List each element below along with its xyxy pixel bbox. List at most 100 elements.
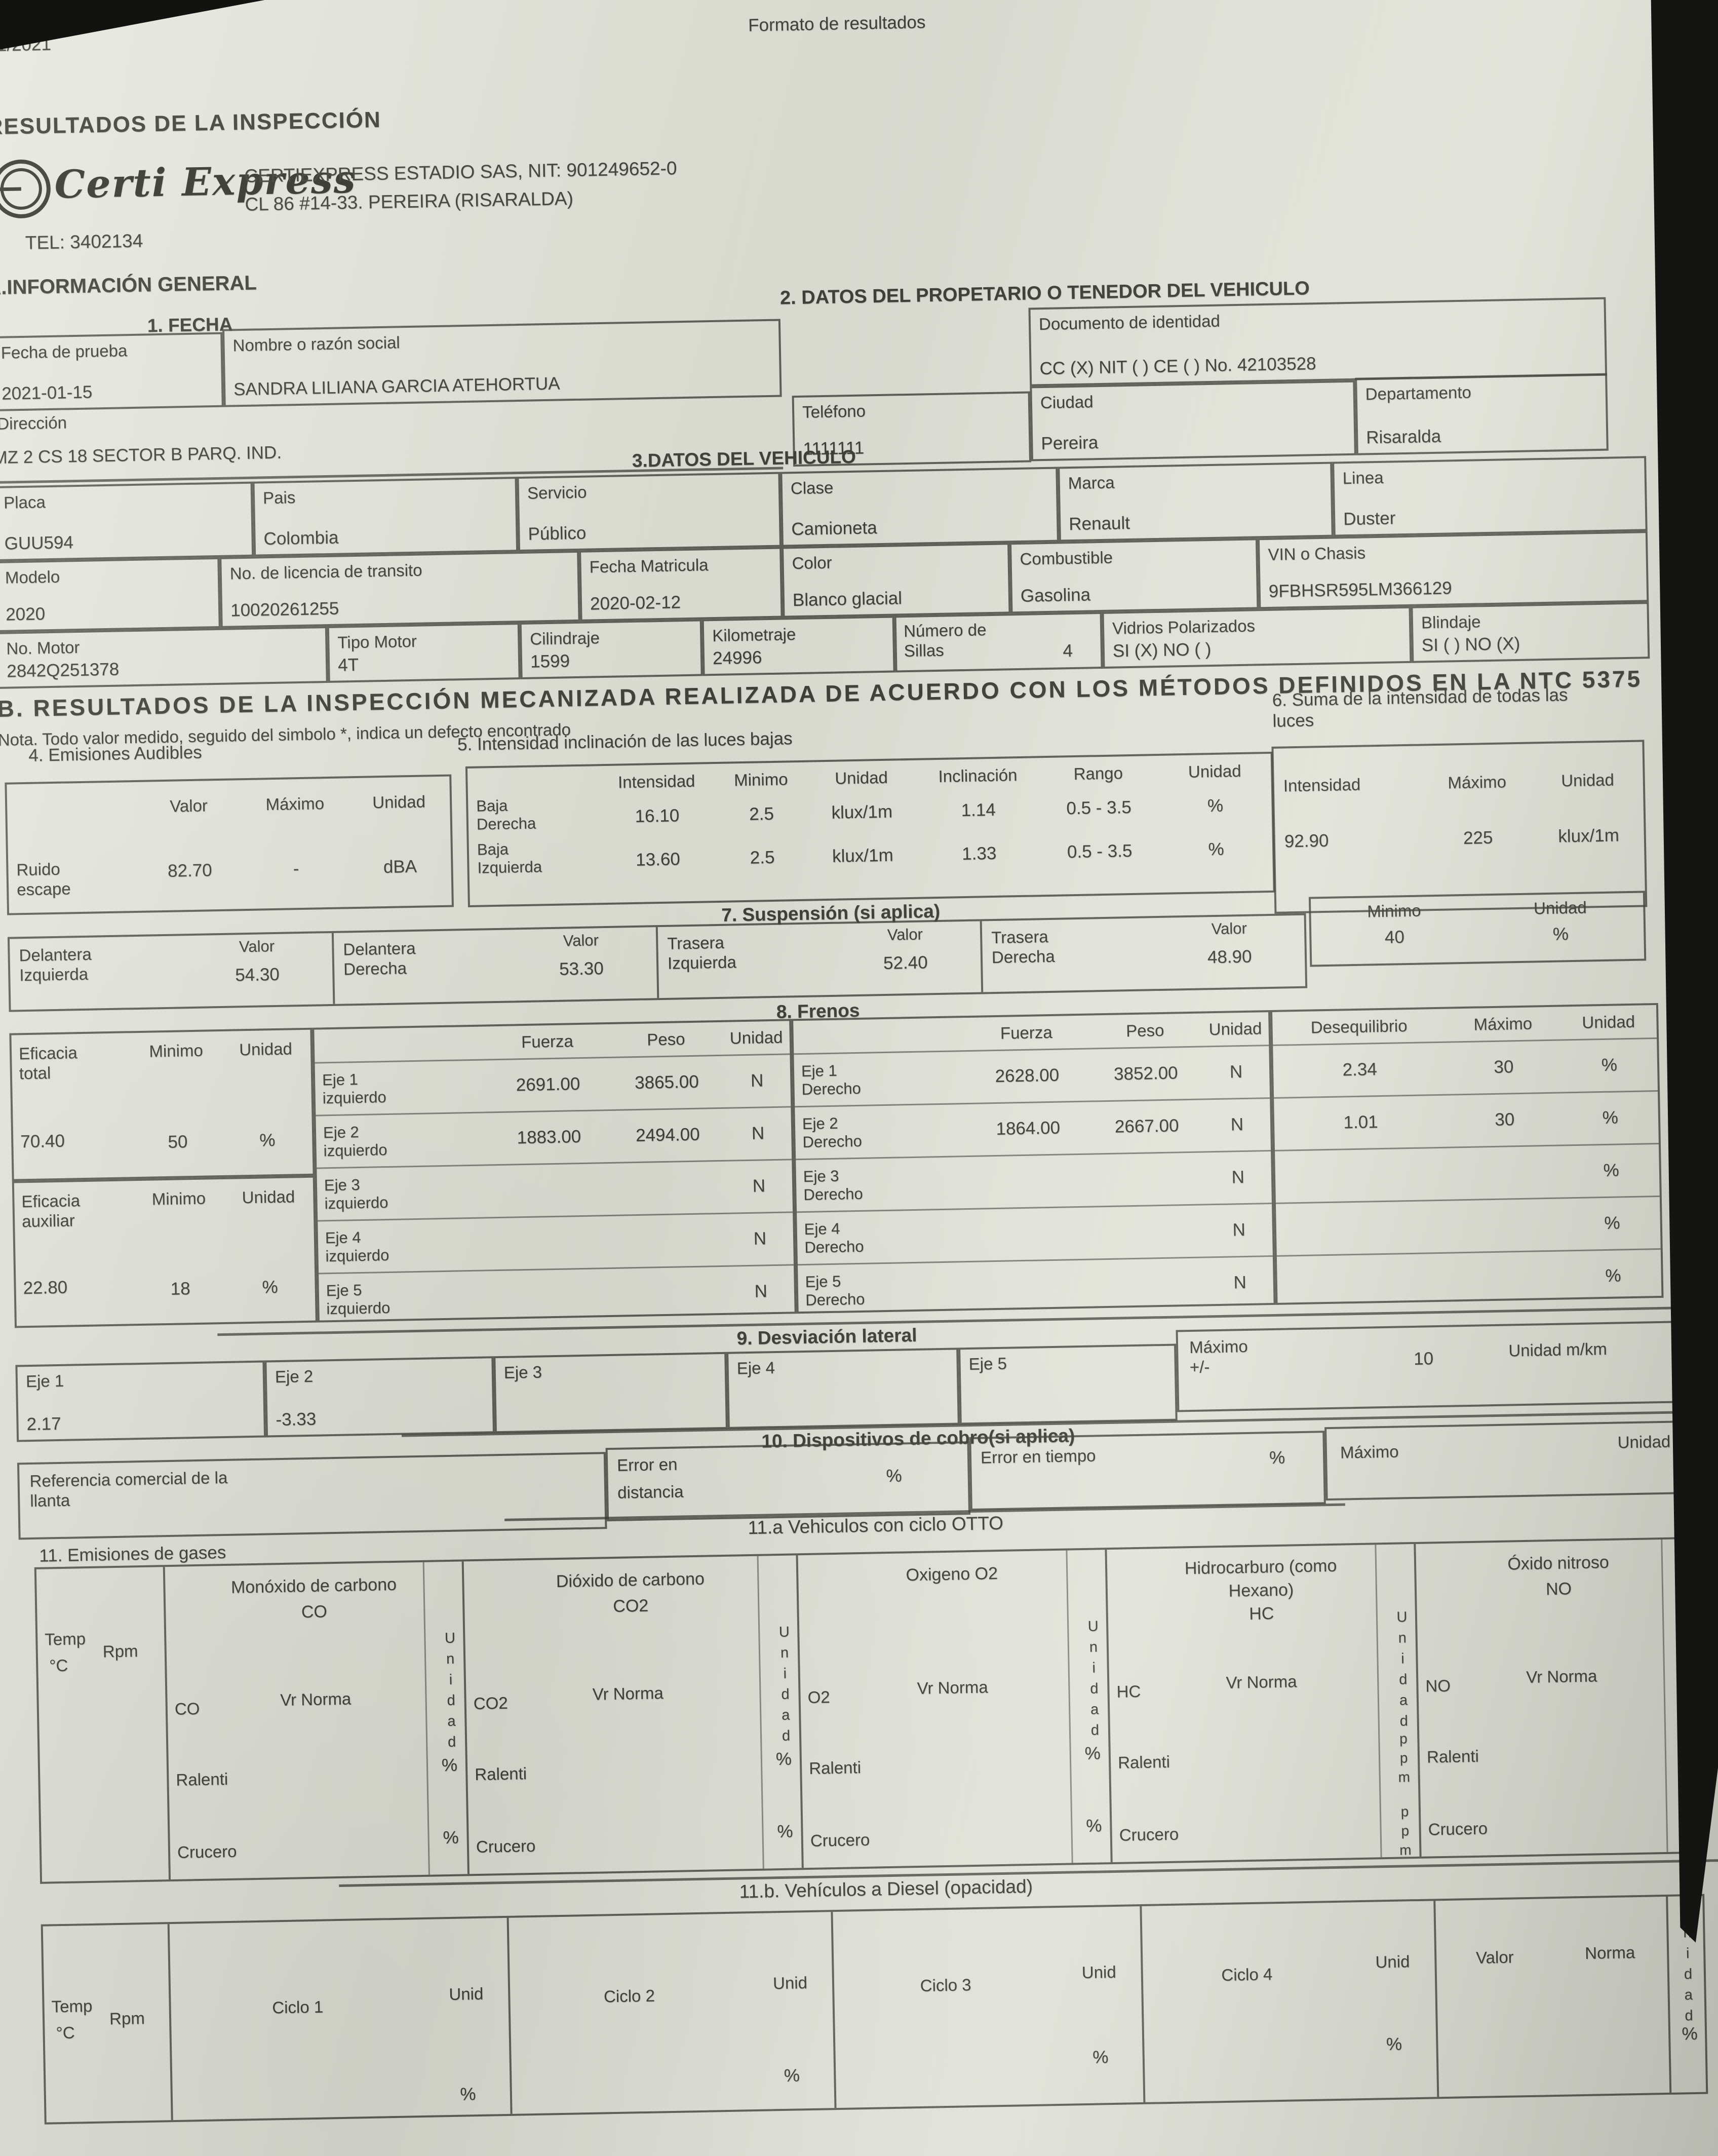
- eje2-der-peso: 2667.00: [1114, 1115, 1179, 1137]
- trasera-der-label-1: Trasera: [991, 927, 1049, 947]
- eje4-izq-peso: [613, 1240, 727, 1242]
- luces-table: Intensidad Minimo Unidad Inclinación Ran…: [465, 751, 1275, 908]
- nombre-value: SANDRA LILIANA GARCIA ATEHORTUA: [233, 373, 560, 400]
- baja-izquierda-rango: 0.5 - 3.5: [1067, 840, 1133, 862]
- pais-value: Colombia: [263, 527, 339, 549]
- delantera-der-label-1: Delantera: [343, 938, 416, 959]
- eje1-der-label-2: Derecho: [801, 1079, 862, 1098]
- section-11b-title: 11.b. Vehículos a Diesel (opacidad): [739, 1875, 1033, 1902]
- baja-derecha-pct: %: [1207, 795, 1224, 816]
- sillas-value: 4: [1063, 641, 1073, 661]
- linea-label: Linea: [1342, 468, 1384, 488]
- placa-label: Placa: [3, 492, 46, 512]
- co-vr-norma-label: Vr Norma: [280, 1689, 352, 1710]
- eje3-izq-label-1: Eje 3: [324, 1175, 360, 1194]
- error-tiempo-label: Error en tiempo: [980, 1446, 1096, 1467]
- diesel-valor-header: Valor: [1475, 1947, 1514, 1967]
- departamento-value: Risaralda: [1365, 426, 1441, 448]
- eje3-izq-unidad: N: [752, 1176, 766, 1197]
- unid2-pct: %: [784, 2065, 800, 2086]
- luces-inclinacion-header: Inclinación: [938, 765, 1018, 786]
- eficacia-total-table: Eficacia total 70.40 Minimo 50 Unidad%: [9, 1027, 315, 1181]
- ruido-label-2: escape: [16, 879, 71, 899]
- suspension-group: Delantera Izquierda Valor 54.30: [10, 933, 333, 1010]
- error-distancia-label-2: distancia: [617, 1482, 684, 1502]
- deseq-4-valor: [1276, 1226, 1449, 1229]
- eje3-der-label-2: Derecho: [803, 1184, 863, 1204]
- eje1-der-fuerza: 2628.00: [995, 1065, 1060, 1087]
- servicio-cell: Servicio Público: [517, 472, 782, 552]
- luces-rango-header: Rango: [1073, 763, 1123, 784]
- o2-ralenti-label: Ralenti: [808, 1758, 862, 1778]
- section-4-title: 4. Emisiones Audibles: [28, 742, 203, 765]
- valor-header: Valor: [239, 937, 275, 956]
- desv-maximo-label-1: Máximo: [1189, 1336, 1248, 1357]
- o2-unidad-vertical: Unidad: [1084, 1618, 1104, 1743]
- eficacia-total-unidad-header: Unidad: [239, 1039, 293, 1059]
- eje2-der-fuerza: 1864.00: [996, 1118, 1061, 1139]
- unid1-label: Unid: [449, 1984, 484, 2004]
- desv-eje4-valor: [738, 1418, 950, 1422]
- baja-derecha-label-1: Baja: [476, 796, 508, 815]
- baja-derecha-intensidad: 16.10: [635, 805, 680, 826]
- suma-maximo-value: 225: [1463, 827, 1493, 848]
- eficacia-total-minimo-header: Minimo: [149, 1041, 204, 1061]
- gas-group-hc: Hidrocarburo (como Hexano) HC HC Vr Norma …: [1105, 1544, 1420, 1863]
- eje4-izq-fuerza: [489, 1242, 613, 1244]
- luces-unidad2-header: Unidad: [1188, 761, 1241, 781]
- deseq-unidad-header: Unidad: [1582, 1012, 1635, 1032]
- section-6-title: 6. Suma de la intensidad de todas las lu…: [1272, 685, 1568, 732]
- eje5-der-label-2: Derecho: [805, 1290, 865, 1309]
- trasera-izq-label-2: Izquierda: [667, 952, 737, 973]
- no-crucero-label: Crucero: [1428, 1819, 1488, 1839]
- deseq-1-valor: 2.34: [1342, 1059, 1378, 1080]
- diesel-unidad-pct: %: [1682, 2023, 1698, 2044]
- eficacia-aux-label-2: auxiliar: [21, 1211, 75, 1231]
- cilindraje-label: Cilindraje: [529, 628, 600, 648]
- diesel-unidad-vertical: Unidad: [1678, 1903, 1697, 2029]
- section-9-title: 9. Desviación lateral: [736, 1324, 917, 1349]
- linea-value: Duster: [1343, 508, 1396, 529]
- trasera-der-label-2: Derecha: [991, 946, 1056, 967]
- color-cell: Color Blanco glacial: [782, 543, 1011, 618]
- error-tiempo-cell: Error en tiempo %: [969, 1431, 1326, 1511]
- temp-label: Temp: [44, 1629, 86, 1649]
- baja-izquierda-minimo: 2.5: [750, 847, 775, 868]
- eje5-izq-unidad: N: [754, 1281, 768, 1302]
- fuerza-header: Fuerza: [1000, 1022, 1052, 1043]
- sillas-label: Número de Sillas: [903, 620, 987, 661]
- linea-cell: Linea Duster: [1332, 456, 1648, 537]
- eje5-izq-peso: [614, 1292, 728, 1294]
- co2-unidad-vertical: Unidad: [776, 1624, 795, 1749]
- deseq-2-max: 30: [1494, 1109, 1515, 1130]
- scan-date: 5/1/2021: [0, 34, 52, 56]
- desv-maximo-valor: 10: [1413, 1349, 1434, 1369]
- eje2-der-unidad: N: [1230, 1114, 1244, 1135]
- desviacion-eje2-cell: Eje 2 -3.33: [264, 1356, 495, 1438]
- cobro-max-cell: Máximo Unidad %: [1324, 1419, 1718, 1501]
- eje5-der-unidad: N: [1233, 1273, 1247, 1293]
- desv-eje1-valor: 2.17: [26, 1413, 62, 1434]
- valor-header: Valor: [1211, 919, 1247, 938]
- suspension-table: Delantera Izquierda Valor 54.30 Delantera D…: [7, 913, 1308, 1012]
- clase-label: Clase: [790, 478, 834, 498]
- deseq-3-max: [1448, 1172, 1563, 1174]
- diesel-unidad-col: Unidad%: [1666, 1896, 1710, 2093]
- direccion-label: Dirección: [0, 413, 67, 433]
- fecha-matricula-value: 2020-02-12: [590, 592, 681, 614]
- motor-cell: No. Motor 2842Q251378: [0, 626, 328, 689]
- desviacion-eje1-cell: Eje 1 2.17: [15, 1360, 266, 1442]
- co-unidad-vertical: Unidad: [442, 1630, 460, 1755]
- baja-derecha-minimo: 2.5: [749, 803, 774, 824]
- suspension-minimo-header: Minimo: [1366, 901, 1421, 921]
- placa-value: GUU594: [4, 532, 74, 554]
- diesel-ciclo3-col: Ciclo 3: [833, 1908, 1059, 2108]
- eje3-izq-fuerza: [488, 1189, 612, 1191]
- vidrios-value: SI (X) NO ( ): [1112, 639, 1212, 661]
- combustible-label: Combustible: [1020, 548, 1113, 568]
- o2-sub-label: O2: [807, 1687, 831, 1707]
- gas-group-o2: Oxigeno O2 O2 Vr Norma Unidad Ralenti % …: [796, 1550, 1111, 1868]
- gas-group-co2: Dióxido de carbono CO2 CO2 Vr Norma Unida…: [461, 1555, 802, 1874]
- eje2-izq-fuerza: 1883.00: [517, 1127, 581, 1148]
- hc-title-3: HC: [1248, 1603, 1274, 1624]
